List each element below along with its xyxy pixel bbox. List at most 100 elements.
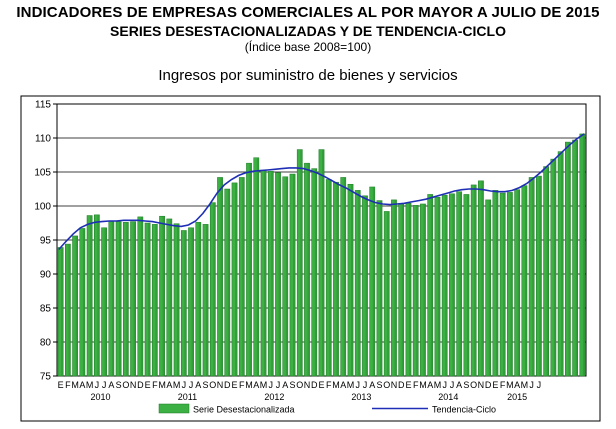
y-tick-label: 110 — [35, 134, 51, 145]
month-label: J — [269, 380, 274, 390]
bar-shade — [227, 189, 230, 376]
bar-shade — [177, 223, 180, 376]
month-label: N — [217, 380, 224, 390]
y-tick-label: 85 — [40, 304, 52, 315]
month-label: E — [145, 380, 151, 390]
bar-shade — [517, 189, 520, 376]
bar-shade — [242, 177, 245, 376]
month-label: J — [102, 380, 107, 390]
bar — [86, 215, 93, 377]
report-title: INDICADORES DE EMPRESAS COMERCIALES AL P… — [16, 4, 600, 21]
bar-shade — [90, 215, 93, 376]
bar-shade — [119, 221, 122, 376]
outer-border — [20, 95, 601, 422]
month-label: A — [108, 380, 114, 390]
bar-shade — [213, 202, 216, 376]
month-label: F — [413, 380, 419, 390]
bar-shade — [561, 151, 564, 376]
bar-shade — [503, 193, 506, 376]
bar — [296, 149, 303, 377]
month-label: F — [326, 380, 332, 390]
month-label: M — [434, 380, 442, 390]
month-label: S — [463, 380, 469, 390]
month-label: M — [260, 380, 268, 390]
month-label: O — [296, 380, 303, 390]
month-label: J — [442, 380, 447, 390]
bar-shade — [423, 203, 426, 376]
month-label: S — [290, 380, 296, 390]
bar-shade — [249, 163, 252, 376]
bar-shade — [408, 203, 412, 376]
year-label: 2013 — [351, 392, 371, 402]
bars — [57, 133, 586, 377]
bar-shade — [539, 176, 542, 376]
bar-shade — [546, 166, 549, 376]
month-label: A — [282, 380, 288, 390]
y-tick-label: 80 — [40, 338, 52, 349]
month-label: J — [450, 380, 455, 390]
y-tick-label: 75 — [40, 372, 52, 383]
bar-shade — [61, 247, 64, 376]
month-label: A — [340, 380, 346, 390]
month-label: M — [332, 380, 340, 390]
month-label: E — [492, 380, 498, 390]
bar-shade — [416, 205, 419, 376]
bar-shade — [524, 185, 528, 376]
y-tick-label: 115 — [35, 100, 51, 111]
bar-shade — [82, 228, 85, 376]
bar-shade — [532, 177, 535, 376]
bar — [463, 194, 470, 377]
bar-shade — [459, 191, 462, 376]
bar-shade — [445, 195, 448, 376]
month-label: E — [232, 380, 238, 390]
month-label: M — [158, 380, 166, 390]
bar-shade — [481, 180, 484, 376]
month-label: J — [537, 380, 542, 390]
month-label: E — [405, 380, 411, 390]
bar-shade — [452, 193, 455, 376]
bar-shade — [184, 230, 187, 376]
bar-shade — [148, 223, 151, 376]
bar-shade — [293, 174, 296, 376]
month-label: A — [427, 380, 433, 390]
legend-label-line: Tendencia-Ciclo — [432, 405, 496, 415]
month-label: F — [500, 380, 506, 390]
month-label: M — [245, 380, 253, 390]
bar-shade — [401, 203, 404, 376]
month-label: M — [86, 380, 94, 390]
bar-shade — [351, 184, 354, 376]
bar-shade — [372, 186, 375, 376]
month-label: M — [347, 380, 355, 390]
bar-shade — [111, 220, 114, 376]
month-label: A — [79, 380, 85, 390]
month-label: A — [195, 380, 201, 390]
month-label: M — [419, 380, 427, 390]
legend: Serie Desestacionalizada Tendencia-Ciclo — [158, 403, 496, 415]
year-label: 2010 — [90, 392, 110, 402]
bar-shade — [68, 244, 71, 376]
bar-shade — [568, 142, 571, 376]
bar-shade — [300, 149, 303, 376]
bar-shade — [379, 200, 383, 376]
month-label: F — [152, 380, 158, 390]
month-label: F — [239, 380, 245, 390]
bar-shade — [162, 216, 165, 376]
bar-shade — [387, 211, 390, 376]
month-label: F — [65, 380, 71, 390]
bar-shade — [336, 182, 339, 376]
month-label: O — [470, 380, 477, 390]
year-label: 2012 — [264, 392, 284, 402]
month-label: A — [253, 380, 259, 390]
bar-shade — [191, 227, 194, 376]
bar-shade — [155, 224, 158, 376]
month-label: O — [122, 380, 129, 390]
trend-line-group — [58, 133, 585, 251]
y-tick-label: 90 — [40, 270, 52, 281]
month-label: N — [130, 380, 137, 390]
month-label: N — [391, 380, 398, 390]
bar-shade — [264, 170, 267, 376]
bar-shade — [198, 222, 201, 376]
month-label: M — [71, 380, 79, 390]
